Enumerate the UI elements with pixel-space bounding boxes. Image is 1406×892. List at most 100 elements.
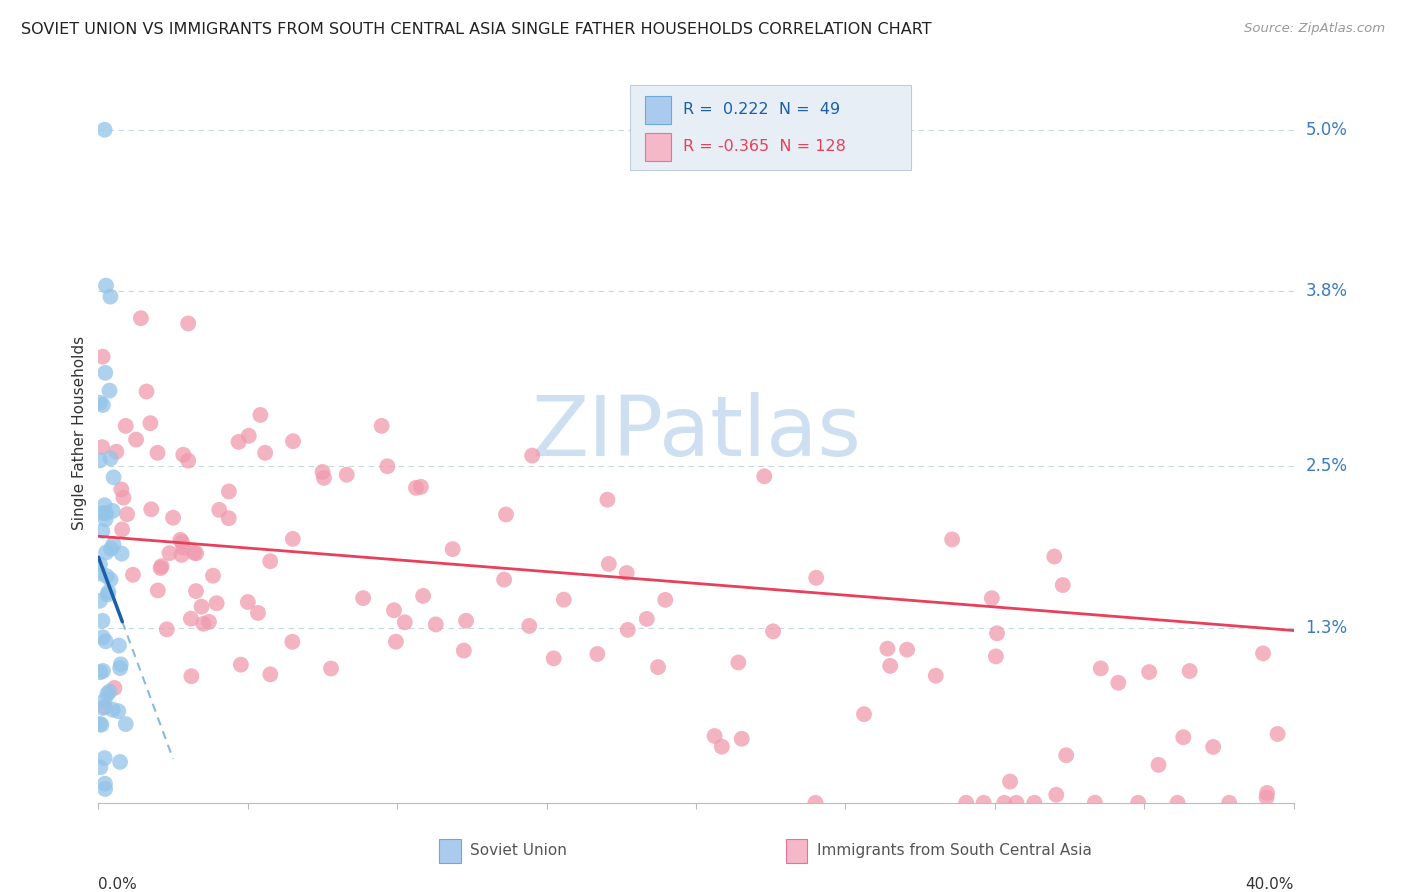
Point (249, 408, 271, 422)
Point (236, 595, 259, 609)
Point (1173, 731, 1195, 745)
Point (97, 585, 120, 599)
Point (1107, 675, 1129, 690)
Point (616, 566, 638, 580)
Point (183, 546, 205, 560)
Point (804, 796, 827, 810)
Point (208, 503, 231, 517)
Point (754, 469, 776, 483)
Point (110, 483, 132, 497)
Point (1128, 796, 1150, 810)
Point (617, 623, 640, 637)
Point (1054, 748, 1077, 763)
Bar (644, 95, 671, 124)
Point (98, 384, 121, 398)
Point (1202, 739, 1225, 754)
Point (385, 634, 408, 648)
Point (281, 634, 304, 648)
Point (654, 592, 676, 607)
Point (1147, 757, 1170, 772)
Point (1178, 664, 1201, 678)
Point (91, 701, 114, 715)
Point (94, 507, 117, 521)
Point (94, 634, 117, 648)
Point (94, 512, 117, 526)
Point (409, 480, 432, 494)
Point (94, 366, 117, 380)
Point (96, 587, 118, 601)
Point (141, 502, 163, 516)
Point (139, 416, 162, 430)
Point (1090, 661, 1112, 675)
Point (93, 751, 115, 765)
Point (596, 492, 619, 507)
Point (170, 535, 193, 549)
Point (93, 498, 115, 512)
Point (1256, 790, 1278, 805)
Point (1005, 796, 1028, 810)
Point (149, 561, 172, 575)
Point (101, 703, 124, 717)
Text: 2.5%: 2.5% (1306, 458, 1347, 475)
Point (896, 642, 918, 657)
Point (522, 449, 544, 463)
Point (246, 606, 269, 620)
Point (114, 717, 136, 731)
Point (190, 599, 212, 614)
Point (647, 660, 669, 674)
Point (1137, 665, 1160, 679)
Point (146, 583, 169, 598)
Point (100, 573, 122, 587)
Point (96, 687, 118, 701)
Point (170, 548, 193, 562)
Point (91, 506, 114, 520)
Point (89, 453, 111, 467)
Point (129, 311, 152, 326)
Point (495, 508, 517, 522)
Point (762, 624, 785, 639)
Point (162, 510, 184, 524)
Point (441, 542, 464, 557)
Point (89, 716, 111, 731)
Point (135, 384, 157, 399)
Text: ZIPatlas: ZIPatlas (531, 392, 860, 473)
Point (186, 546, 208, 560)
Point (1043, 549, 1066, 564)
Point (394, 615, 416, 630)
Point (986, 626, 1008, 640)
Point (90, 718, 112, 732)
Point (89, 566, 111, 581)
FancyBboxPatch shape (630, 85, 911, 169)
Text: 40.0%: 40.0% (1246, 877, 1294, 892)
Point (159, 546, 181, 560)
Point (281, 434, 304, 449)
Point (543, 651, 565, 665)
Point (382, 603, 405, 617)
Point (180, 612, 202, 626)
Point (169, 533, 191, 547)
Point (259, 554, 281, 568)
Point (91, 524, 114, 538)
Point (111, 547, 134, 561)
Point (553, 592, 575, 607)
Point (319, 661, 342, 675)
Point (352, 591, 374, 606)
Point (100, 451, 122, 466)
Point (941, 533, 963, 547)
Point (453, 643, 475, 657)
Point (1256, 786, 1278, 800)
Point (115, 507, 138, 521)
Point (93, 122, 115, 136)
Point (91, 664, 114, 678)
Point (703, 729, 725, 743)
Text: Source: ZipAtlas.com: Source: ZipAtlas.com (1244, 22, 1385, 36)
Point (89, 396, 111, 410)
Point (218, 511, 240, 525)
Point (218, 484, 240, 499)
Point (1084, 796, 1107, 810)
Point (377, 459, 399, 474)
Point (146, 446, 169, 460)
Point (993, 796, 1015, 810)
Bar (644, 133, 671, 161)
Point (229, 657, 252, 672)
